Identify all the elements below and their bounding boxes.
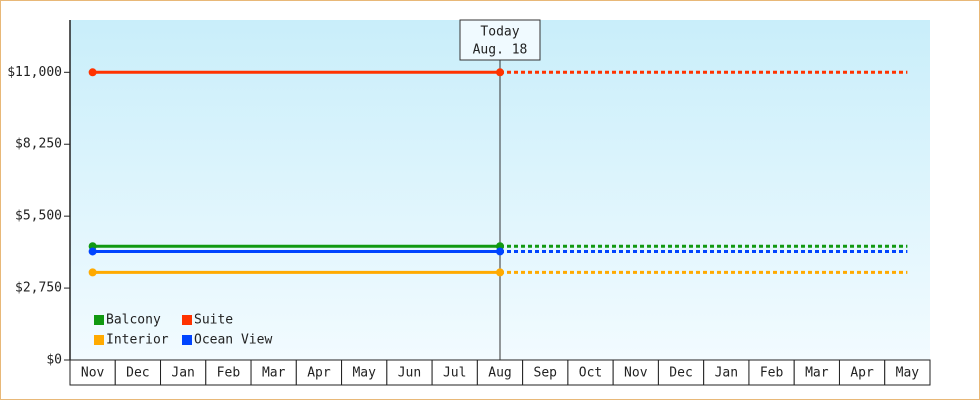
x-tick-label: Oct [579,366,602,381]
x-tick-box [657,359,705,386]
x-tick-label: Aug [488,366,511,381]
legend-swatch [182,315,192,325]
x-tick-box [612,359,659,386]
x-tick-box [295,359,343,386]
x-tick-label: Apr [850,366,874,381]
y-tick-label: $0 [46,353,62,368]
x-tick-box [69,359,116,386]
x-tick-box [250,359,297,386]
legend-label: Suite [194,313,233,328]
x-tick-label: Mar [262,366,286,381]
point [496,268,504,277]
x-tick-box [838,359,886,386]
point [88,268,97,277]
x-tick-label: Apr [307,366,331,381]
legend-swatch [94,315,104,325]
x-tick-box [567,359,614,386]
x-tick-label: May [352,366,376,381]
legend-label: Balcony [106,313,161,328]
x-tick-box [386,359,433,386]
x-tick-box [522,359,569,386]
y-tick-label: $11,000 [7,65,62,80]
y-tick-label: $2,750 [15,281,62,296]
x-tick-label: Dec [126,366,149,381]
x-tick-box [476,359,524,386]
x-tick-box [884,359,931,386]
x-tick-box [748,359,795,386]
x-tick-box [341,359,388,386]
legend-swatch [182,335,192,345]
x-tick-label: Mar [805,366,829,381]
point [88,68,97,77]
x-tick-label: May [896,366,920,381]
today-date: Aug. 18 [473,43,528,58]
point [496,68,504,77]
legend-swatch [94,335,104,345]
x-tick-label: Feb [760,366,784,381]
x-tick-label: Nov [81,366,105,381]
x-tick-label: Nov [624,366,648,381]
x-tick-label: Jul [443,366,466,381]
x-tick-label: Feb [217,366,241,381]
legend-label: Interior [106,333,169,348]
today-label: Today [480,25,519,40]
x-tick-label: Jan [171,366,194,381]
x-tick-label: Dec [669,366,692,381]
y-tick-label: $8,250 [15,137,62,152]
x-tick-box [703,359,750,386]
x-tick-label: Jan [715,366,738,381]
x-tick-label: Sep [534,366,558,381]
point [88,247,97,256]
x-tick-label: Jun [398,366,421,381]
today-box [459,19,541,61]
point [496,247,504,256]
x-tick-box [793,359,840,386]
y-tick-label: $5,500 [15,209,62,224]
legend-label: Ocean View [194,333,272,348]
